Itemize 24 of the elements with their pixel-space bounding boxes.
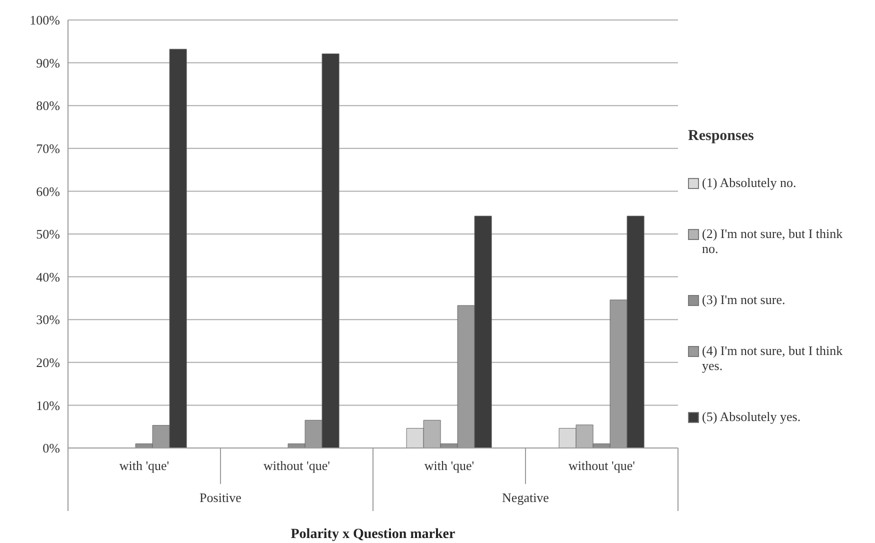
y-tick-label: 30% xyxy=(36,312,60,328)
legend-label: (2) I'm not sure, but I think no. xyxy=(702,226,844,256)
legend-label: (1) Absolutely no. xyxy=(702,175,796,190)
x-axis-title: Polarity x Question marker xyxy=(290,527,456,542)
legend-label: (5) Absolutely yes. xyxy=(702,409,801,424)
legend-title: Responses xyxy=(688,128,755,145)
text: Positive xyxy=(200,490,242,505)
y-tick-label: 50% xyxy=(36,226,60,242)
text: Negative xyxy=(502,490,550,505)
y-tick-label: 60% xyxy=(36,184,60,199)
legend-label: (3) I'm not sure. xyxy=(702,292,786,307)
y-tick-label: 10% xyxy=(36,398,60,413)
legend-label: (4) I'm not sure, but I think yes. xyxy=(702,343,844,373)
x-tick-label: with 'que' xyxy=(119,458,170,473)
y-tick-label: 40% xyxy=(36,269,60,284)
y-tick-label: 20% xyxy=(36,355,60,370)
x-tick-label: with 'que' xyxy=(424,458,474,473)
y-tick-label: 100% xyxy=(30,12,60,28)
x-tick-label: without 'que' xyxy=(264,458,330,473)
y-tick-label: 70% xyxy=(36,141,60,156)
x-tick-label: without 'que' xyxy=(568,458,635,473)
y-tick-label: 90% xyxy=(36,55,60,70)
y-tick-label: 0% xyxy=(42,440,60,456)
y-tick-label: 80% xyxy=(36,98,60,114)
